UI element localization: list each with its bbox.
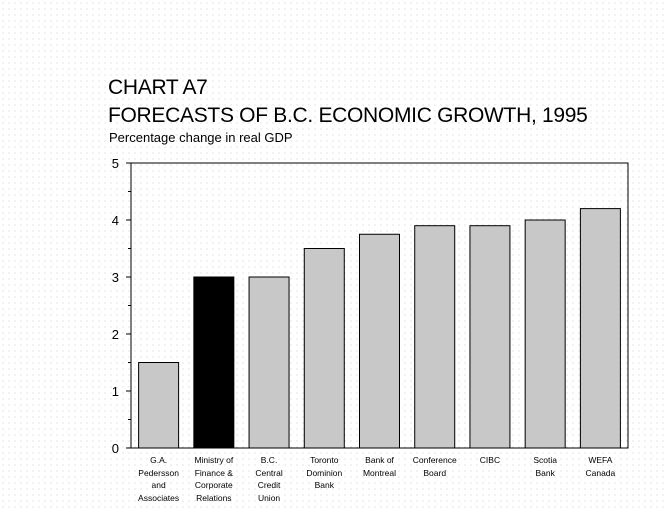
y-tick-label: 3	[112, 270, 119, 285]
y-axis-caption: Percentage change in real GDP	[109, 130, 293, 145]
chart-title: CHART A7	[108, 76, 208, 99]
x-tick-label: Bank of Montreal	[348, 454, 412, 479]
x-tick-label: Conference Board	[403, 454, 467, 479]
chart-subtitle-title: FORECASTS OF B.C. ECONOMIC GROWTH, 1995	[108, 104, 588, 127]
bar-4	[359, 233, 400, 449]
x-tick-label-line: Scotia	[533, 455, 557, 465]
x-tick-label: B.C. Central Credit Union	[237, 454, 301, 504]
x-tick-label-line: Board	[423, 467, 447, 478]
y-tick-label: 0	[112, 441, 119, 456]
bar-6	[469, 225, 511, 449]
bar-1	[193, 276, 235, 449]
y-tick-label: 4	[112, 213, 119, 228]
bar-3	[303, 248, 345, 449]
x-tick-label-line: Bank of	[365, 455, 394, 465]
x-tick-label-line: Union	[257, 492, 281, 503]
x-tick-label: WEFA Canada	[568, 454, 632, 479]
x-tick-label: G.A. Pedersson and Associates	[127, 454, 191, 504]
bar-8	[579, 208, 621, 449]
bar-7	[524, 219, 566, 449]
y-tick-label: 1	[112, 384, 119, 399]
x-tick-label-line: Central	[255, 467, 283, 478]
bar-0	[138, 362, 180, 449]
bar-5	[414, 225, 456, 449]
x-tick-label-line: G.A.	[150, 455, 168, 465]
x-tick-label-line: CIBC	[479, 455, 501, 465]
x-tick-label-line: Bank	[535, 467, 555, 478]
bar-2	[248, 276, 290, 449]
y-tick-label: 2	[112, 327, 119, 342]
x-tick-label: Scotia Bank	[513, 454, 577, 479]
x-tick-label-line: Corporate	[194, 480, 233, 490]
x-tick-label-line: Relations	[196, 492, 232, 503]
x-tick-label-line: Dominion	[306, 467, 343, 478]
x-tick-label-line: Finance &	[194, 467, 233, 478]
x-tick-label-line: and	[151, 480, 166, 490]
x-tick-label: CIBC	[458, 454, 522, 467]
x-tick-label-line: Conference	[412, 455, 457, 465]
x-tick-label-line: Associates	[138, 492, 180, 503]
x-tick-label-line: Bank	[314, 480, 334, 490]
x-tick-label-line: Canada	[585, 467, 616, 478]
x-tick-label-line: Toronto	[310, 455, 339, 465]
x-tick-label-line: Pedersson	[138, 467, 179, 478]
x-tick-label-line: WEFA	[588, 455, 613, 465]
x-tick-label: Ministry of Finance & Corporate Relations	[182, 454, 246, 504]
x-tick-label-line: Credit	[257, 480, 281, 490]
x-tick-label-line: Montreal	[362, 467, 397, 478]
x-tick-label: Toronto Dominion Bank	[292, 454, 356, 492]
x-tick-label-line: B.C.	[260, 455, 278, 465]
y-tick-label: 5	[112, 156, 119, 171]
x-tick-label-line: Ministry of	[194, 455, 234, 465]
